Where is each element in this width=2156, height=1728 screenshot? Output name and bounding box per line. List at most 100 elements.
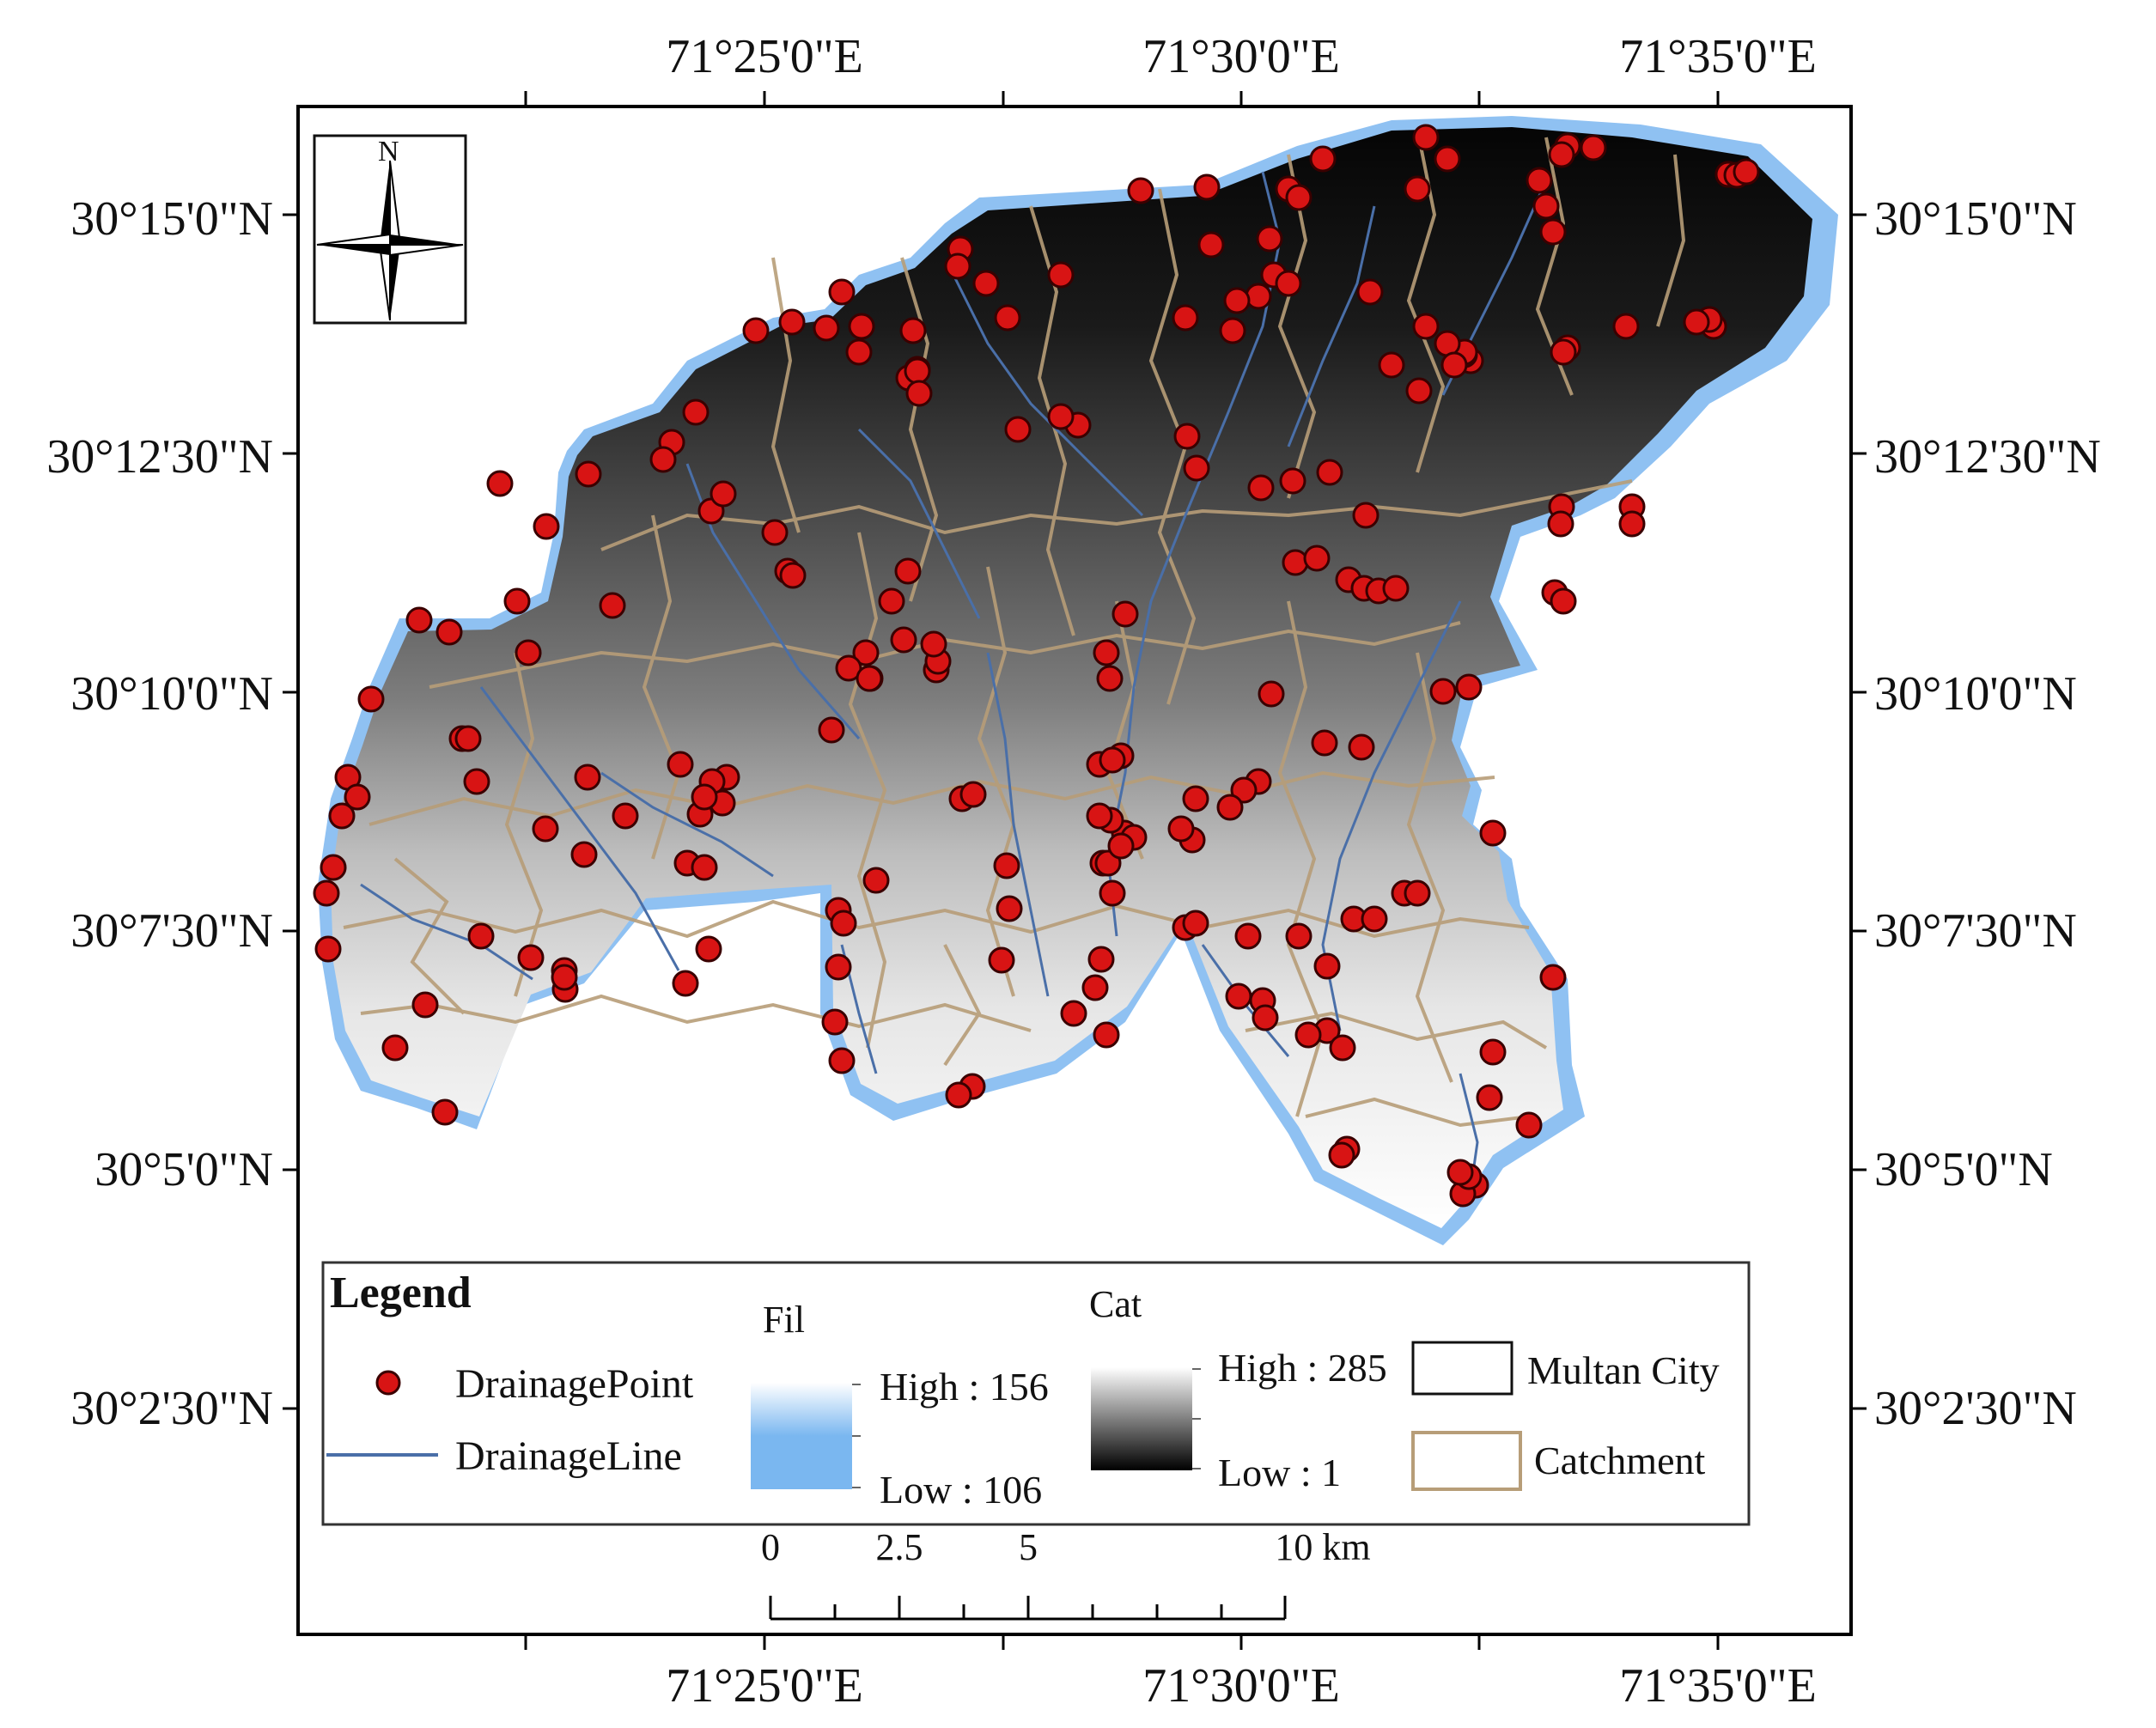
drainage-point	[1294, 1021, 1322, 1049]
drainage-point	[1252, 1004, 1279, 1031]
drainage-point	[1086, 802, 1113, 830]
drainage-point	[996, 895, 1023, 922]
drainage-point	[431, 1098, 459, 1126]
lat-label-right-4: 30°7'30"N	[1874, 904, 2077, 958]
drainage-point	[1550, 587, 1577, 615]
drainage-point	[533, 513, 560, 540]
legend-drainage-point-symbol	[375, 1370, 401, 1396]
lat-label-right-5: 30°5'0"N	[1874, 1143, 2053, 1196]
drainage-point	[405, 606, 433, 634]
drainage-point	[1167, 815, 1195, 843]
scale-label-5: 5	[1019, 1526, 1038, 1568]
legend-cat-high: High : 285	[1218, 1346, 1387, 1390]
drainage-point	[1440, 351, 1468, 379]
drainage-point	[905, 380, 933, 407]
drainage-point	[1060, 1000, 1087, 1027]
drainage-point	[1256, 225, 1283, 253]
drainage-point	[1047, 403, 1075, 430]
legend-fil-low: Low : 106	[880, 1468, 1043, 1512]
drainage-point	[320, 854, 347, 881]
drainage-point	[1107, 832, 1135, 860]
lon-label-top-1: 71°25'0"E	[666, 30, 863, 83]
drainage-point	[667, 751, 694, 778]
drainage-point	[835, 654, 862, 682]
drainage-point	[778, 308, 806, 336]
drainage-point	[848, 313, 875, 340]
drainage-point	[1479, 819, 1507, 847]
drainage-point	[1618, 510, 1646, 538]
drainage-point	[1275, 270, 1302, 297]
drainage-point	[1173, 423, 1201, 450]
north-arrow-icon	[316, 160, 464, 321]
drainage-point	[575, 460, 602, 488]
drainage-point	[381, 1034, 409, 1062]
drainage-point	[411, 991, 439, 1019]
drainage-point	[344, 783, 371, 811]
legend-multan-city-label: Multan City	[1527, 1348, 1720, 1392]
lon-label-bottom-2: 71°30'0"E	[1142, 1659, 1340, 1713]
drainage-point	[1404, 175, 1431, 203]
drainage-point	[1412, 124, 1440, 151]
drainage-point	[1733, 158, 1760, 186]
lat-label-left-1: 30°15'0"N	[70, 192, 273, 246]
drainage-point	[695, 935, 722, 963]
drainage-point	[1313, 952, 1341, 980]
drainage-point	[818, 716, 845, 744]
drainage-point	[761, 519, 789, 546]
drainage-point	[904, 357, 931, 385]
legend-title: Legend	[330, 1269, 472, 1317]
legend-multan-city-symbol	[1411, 1341, 1513, 1396]
lat-label-left-5: 30°5'0"N	[94, 1143, 273, 1196]
lat-label-left-3: 30°10'0"N	[70, 667, 273, 721]
legend-fil-high: High : 156	[880, 1365, 1049, 1409]
drainage-point	[1219, 317, 1246, 344]
drainage-point	[1047, 261, 1075, 289]
drainage-point	[1247, 474, 1275, 502]
legend-cat-title: Cat	[1089, 1283, 1142, 1325]
drainage-point	[1093, 1021, 1120, 1049]
legend-drainage-point-label: DrainagePoint	[455, 1361, 694, 1407]
drainage-point	[574, 764, 601, 791]
drainage-point	[1311, 729, 1338, 757]
drainage-point	[570, 841, 598, 868]
drainage-point	[1096, 665, 1124, 692]
drainage-point	[1455, 673, 1483, 701]
drainage-point	[1285, 184, 1312, 211]
drainage-point	[828, 278, 856, 306]
drainage-point	[1087, 946, 1115, 973]
drainage-point	[1539, 218, 1567, 246]
scale-bar	[769, 1596, 1287, 1621]
elevation-raster	[331, 127, 1812, 1228]
lat-label-left-2: 30°12'30"N	[46, 430, 273, 484]
drainage-point	[813, 314, 840, 342]
legend-fil-title: Fil	[763, 1299, 805, 1341]
drainage-point	[894, 557, 922, 585]
drainage-point	[1382, 575, 1410, 602]
legend-drainage-line-label: DrainageLine	[455, 1433, 682, 1479]
drainage-point	[1476, 1084, 1503, 1111]
drainage-point	[1197, 231, 1225, 259]
drainage-point	[1223, 287, 1251, 314]
drainage-point	[1429, 678, 1457, 705]
drainage-point	[435, 618, 463, 646]
drainage-point	[532, 815, 559, 843]
legend-catchment-label: Catchment	[1534, 1439, 1706, 1482]
drainage-point	[1412, 313, 1440, 340]
lat-label-right-3: 30°10'0"N	[1874, 667, 2077, 721]
drainage-point	[1547, 510, 1574, 538]
drainage-point	[1245, 283, 1272, 310]
drainage-points	[313, 124, 1760, 1208]
drainage-point	[1099, 879, 1126, 907]
drainage-point	[1361, 905, 1388, 933]
drainage-point	[1193, 173, 1221, 201]
drainage-point	[682, 399, 710, 426]
lat-label-right-1: 30°15'0"N	[1874, 192, 2077, 246]
drainage-point	[890, 626, 917, 654]
drainage-point	[1099, 746, 1126, 774]
drainage-point	[1405, 377, 1433, 405]
drainage-point	[1316, 459, 1343, 486]
graticule-ticks	[283, 91, 1867, 1650]
drainage-point	[649, 446, 677, 473]
drainage-point	[993, 852, 1020, 879]
